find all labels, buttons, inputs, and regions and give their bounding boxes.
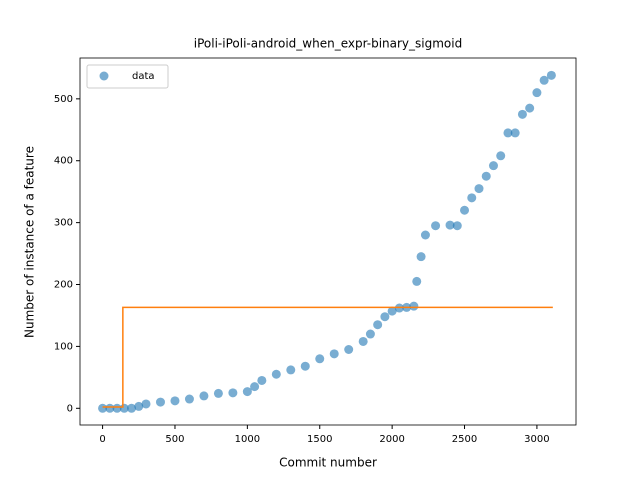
data-point [431,221,441,231]
data-point [412,276,422,286]
data-point [460,205,470,215]
data-point [199,391,209,401]
data-point [134,401,144,411]
data-point [445,220,455,230]
data-point [184,394,194,404]
data-point [119,403,129,413]
y-tick-label: 500 [54,94,73,105]
data-point [127,403,137,413]
data-point [250,382,260,392]
data-point [228,388,238,398]
data-point [329,349,339,359]
y-tick-label: 0 [67,403,73,414]
data-point [98,403,108,413]
data-point [467,193,477,203]
data-point [539,75,549,85]
data-point [112,403,122,413]
x-tick-label: 1500 [307,434,332,445]
data-point [546,70,556,80]
data-point [155,397,165,407]
data-point [510,128,520,138]
y-tick-label: 200 [54,280,73,291]
y-tick-label: 300 [54,218,73,229]
plot-frame [79,57,577,426]
data-point [271,369,281,379]
legend-label: data [132,71,155,82]
chart-title: iPoli-iPoli-android_when_expr-binary_sig… [194,37,462,51]
data-point [170,396,180,406]
data-point [488,161,498,171]
data-point [503,128,513,138]
x-tick-label: 2000 [379,434,404,445]
x-tick-label: 0 [99,434,105,445]
data-point [481,171,491,181]
data-point [365,329,375,339]
data-point [242,387,252,397]
data-point [380,312,390,322]
x-tick-label: 3000 [524,434,549,445]
data-point [344,344,354,354]
data-point [496,151,506,161]
line [102,306,553,408]
legend-box [86,64,169,89]
y-axis-label: Number of instance of a feature [23,146,37,338]
x-tick-label: 2500 [452,434,477,445]
data-point [105,403,115,413]
y-tick-label: 400 [54,156,73,167]
data-point [300,361,310,371]
data-point [474,184,484,194]
data-point [257,375,267,385]
y-tick-label: 100 [54,341,73,352]
data-point [452,221,462,231]
data-point [373,320,383,330]
data-point [409,301,419,311]
x-axis-label: Commit number [279,456,377,470]
data-point [358,336,368,346]
data-point [213,388,223,398]
legend-marker [99,71,109,81]
data-point [532,88,542,98]
x-tick-label: 1000 [235,434,260,445]
x-tick-label: 500 [165,434,184,445]
data-point [416,252,426,262]
data-point [420,230,430,240]
data-point [517,109,527,119]
data-point [286,365,296,375]
data-point [387,306,397,316]
data-point [315,354,325,364]
data-point [525,103,535,113]
data-point [141,399,151,409]
